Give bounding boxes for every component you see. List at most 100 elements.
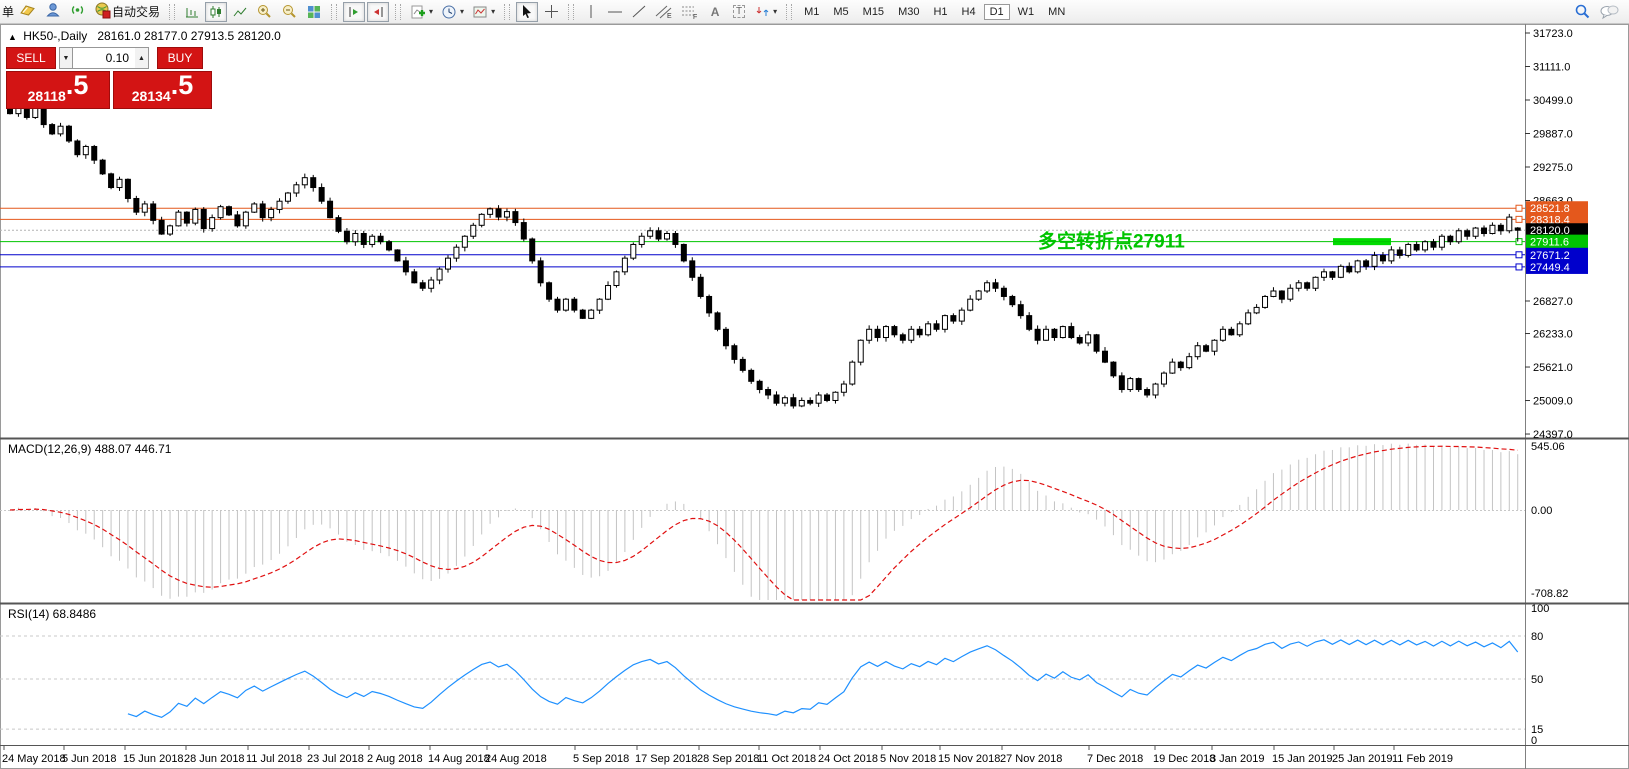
text-button[interactable]: A bbox=[704, 2, 726, 22]
timeframe-button-w1[interactable]: W1 bbox=[1017, 5, 1035, 18]
chat-bubbles-icon bbox=[1600, 5, 1619, 19]
chart-title: ▲ HK50-,Daily 28161.0 28177.0 27913.5 28… bbox=[8, 29, 281, 43]
signal-icon bbox=[69, 2, 86, 21]
svg-text:26827.0: 26827.0 bbox=[1533, 296, 1573, 308]
line-chart-button[interactable] bbox=[229, 2, 251, 22]
svg-text:25621.0: 25621.0 bbox=[1533, 362, 1573, 374]
stepper-down-icon: ▼ bbox=[62, 54, 70, 62]
chart-ohlc-values: 28161.0 28177.0 27913.5 28120.0 bbox=[97, 29, 281, 43]
svg-text:11 Feb 2019: 11 Feb 2019 bbox=[1392, 753, 1453, 765]
templates-button[interactable]: ▾ bbox=[469, 2, 498, 22]
volume-decrease-button[interactable]: ▼ bbox=[59, 47, 73, 69]
svg-text:27 Nov 2018: 27 Nov 2018 bbox=[1000, 753, 1062, 765]
search-button[interactable] bbox=[1571, 2, 1594, 22]
zoom-in-button[interactable] bbox=[253, 2, 276, 22]
svg-text:14 Aug 2018: 14 Aug 2018 bbox=[428, 753, 490, 765]
svg-text:28 Sep 2018: 28 Sep 2018 bbox=[697, 753, 759, 765]
volume-input[interactable] bbox=[73, 47, 135, 69]
cursor-icon bbox=[523, 5, 532, 18]
horizontal-line-button[interactable] bbox=[604, 2, 626, 22]
svg-text:50: 50 bbox=[1531, 674, 1543, 686]
dropdown-caret-icon: ▾ bbox=[491, 7, 496, 16]
sell-price-frac: .5 bbox=[65, 70, 89, 100]
channel-button[interactable]: E bbox=[652, 2, 676, 22]
timeframe-button-mn[interactable]: MN bbox=[1048, 5, 1066, 18]
timeframe-button-d1[interactable]: D1 bbox=[983, 3, 1010, 20]
candle-chart-button[interactable] bbox=[205, 1, 228, 22]
fibonacci-button[interactable]: F bbox=[678, 2, 702, 22]
annotation-text[interactable]: 多空转折点27911 bbox=[1038, 230, 1185, 253]
svg-text:24 Aug 2018: 24 Aug 2018 bbox=[485, 753, 547, 765]
volume-increase-button[interactable]: ▲ bbox=[135, 47, 149, 69]
journal-button[interactable] bbox=[15, 2, 39, 22]
tile-windows-icon bbox=[308, 5, 321, 18]
svg-text:5 Nov 2018: 5 Nov 2018 bbox=[880, 753, 936, 765]
toolbar-separator bbox=[786, 3, 793, 20]
arrows-button[interactable]: ▾ bbox=[752, 2, 780, 22]
trendline-icon bbox=[632, 5, 646, 18]
macd-histogram bbox=[17, 443, 1519, 600]
zoom-in-icon bbox=[258, 5, 271, 18]
timeframe-button-m5[interactable]: M5 bbox=[833, 5, 849, 18]
toolbar-separator bbox=[169, 3, 176, 20]
label-button[interactable]: T bbox=[728, 2, 750, 22]
dropdown-caret-icon: ▾ bbox=[460, 7, 465, 16]
toolbar-separator bbox=[568, 3, 575, 20]
clipped-order-button[interactable]: 单 bbox=[2, 5, 15, 19]
accounts-button[interactable] bbox=[41, 2, 64, 22]
svg-text:5 Jun 2018: 5 Jun 2018 bbox=[62, 753, 116, 765]
timeframe-button-m30[interactable]: M30 bbox=[898, 5, 920, 18]
chart-symbol-period: HK50-,Daily bbox=[23, 29, 88, 43]
journal-icon bbox=[18, 2, 36, 21]
chat-button[interactable] bbox=[1596, 2, 1622, 22]
buy-price-main: 28134 bbox=[131, 87, 171, 104]
timeframe-button-h1[interactable]: H1 bbox=[933, 5, 948, 18]
zoom-out-button[interactable] bbox=[278, 2, 301, 22]
collapse-arrow-icon[interactable]: ▲ bbox=[8, 32, 17, 42]
chart-shift-button[interactable] bbox=[343, 1, 366, 22]
signal-button[interactable] bbox=[66, 2, 89, 22]
candles bbox=[7, 100, 1521, 409]
buy-price-button[interactable]: 28134 .5 bbox=[113, 71, 212, 109]
level-lines[interactable]: 28521.828318.428120.027911.627671.227449… bbox=[0, 201, 1588, 274]
svg-text:100: 100 bbox=[1531, 603, 1549, 615]
sell-button[interactable]: SELL bbox=[6, 47, 56, 69]
autotrade-globe-icon bbox=[94, 2, 112, 22]
template-icon bbox=[473, 6, 487, 17]
svg-text:26233.0: 26233.0 bbox=[1533, 329, 1573, 341]
sell-price-button[interactable]: 28118 .5 bbox=[6, 71, 110, 109]
svg-text:0.00: 0.00 bbox=[1531, 505, 1552, 517]
search-icon bbox=[1575, 4, 1590, 19]
trendline-button[interactable] bbox=[628, 2, 650, 22]
tile-windows-button[interactable] bbox=[303, 2, 325, 22]
crosshair-button[interactable] bbox=[540, 2, 562, 22]
buy-button[interactable]: BUY bbox=[157, 47, 203, 69]
autotrade-toggle[interactable]: 自动交易 bbox=[91, 2, 163, 22]
bar-chart-icon bbox=[186, 7, 199, 17]
auto-scroll-button[interactable] bbox=[367, 1, 390, 22]
timeframe-button-m15[interactable]: M15 bbox=[862, 5, 885, 18]
svg-text:15: 15 bbox=[1531, 724, 1543, 736]
cursor-button[interactable] bbox=[516, 1, 539, 22]
indicators-button[interactable]: ▾ bbox=[407, 2, 436, 22]
timeframe-button-h4[interactable]: H4 bbox=[961, 5, 976, 18]
macd-indicator-label: MACD(12,26,9) 488.07 446.71 bbox=[8, 442, 172, 456]
periods-button[interactable]: ▾ bbox=[438, 2, 467, 22]
text-tool-icon: A bbox=[710, 4, 720, 19]
svg-text:27671.2: 27671.2 bbox=[1530, 250, 1570, 262]
rsi-indicator-label: RSI(14) 68.8486 bbox=[8, 607, 97, 621]
channel-icon: E bbox=[655, 5, 672, 20]
vertical-line-button[interactable] bbox=[580, 2, 602, 22]
one-click-trading-panel: SELL ▼ ▲ BUY 28118 .5 28134 .5 bbox=[6, 47, 214, 109]
svg-text:24397.0: 24397.0 bbox=[1533, 429, 1573, 441]
fibonacci-icon: F bbox=[682, 6, 697, 20]
arrows-icon bbox=[756, 7, 769, 16]
toolbar-separator bbox=[331, 3, 338, 20]
timeframe-button-m1[interactable]: M1 bbox=[804, 5, 820, 18]
stepper-up-icon: ▲ bbox=[138, 54, 145, 62]
channel-letter: E bbox=[667, 13, 672, 20]
bar-chart-button[interactable] bbox=[181, 2, 203, 22]
svg-text:29275.0: 29275.0 bbox=[1533, 162, 1573, 174]
